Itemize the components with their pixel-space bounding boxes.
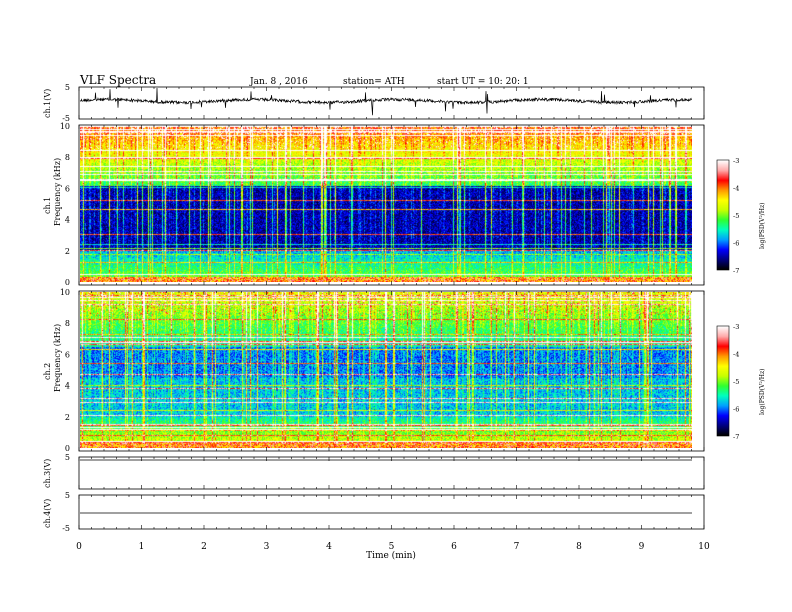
ch1-ytick-4: 4 (65, 216, 70, 225)
x-tick-1: 1 (139, 542, 145, 552)
ch2-ytick-10: 10 (60, 288, 70, 297)
ch1-channel-label: ch.1 (43, 197, 52, 214)
ch2-colorbar-frame (716, 325, 730, 437)
ch2-ytick-0: 0 (65, 444, 70, 453)
ch1-ytick-8: 8 (65, 153, 70, 162)
ch2-ytick-6: 6 (65, 350, 70, 359)
ch1-colorbar (717, 160, 729, 270)
ch1-cbar-tick-5: -5 (733, 212, 739, 220)
ch1-ytick-10: 10 (60, 122, 70, 131)
figure-title: VLF Spectra (79, 73, 156, 87)
ch1-frequency-ylabel: Frequency (kHz) (53, 158, 62, 226)
ch1-spectrogram-panel: 0 2 4 6 8 10 ch.1 Frequency (kHz) -3 -4 … (43, 122, 766, 287)
ch3-ytick-top: 5 (65, 453, 70, 462)
x-tick-9: 9 (639, 542, 645, 552)
ch1-ytick-2: 2 (65, 247, 70, 256)
ch1-cbar-tick-7: -7 (733, 267, 739, 275)
ch2-colorbar-label: log(PSD(V²/Hz) (759, 368, 766, 415)
start-time-label: start UT = 10: 20: 1 (437, 77, 529, 87)
x-tick-8: 8 (576, 542, 582, 552)
ch4-waveform-frame (78, 494, 705, 530)
ch1-ytick-bottom: -5 (62, 114, 70, 123)
ch1-colorbar-frame (716, 159, 730, 271)
ch1-waveform-line (79, 87, 692, 116)
ch2-cbar-tick-5: -5 (733, 378, 739, 386)
ch1-ytick-top: 5 (65, 83, 70, 92)
x-tick-10: 10 (698, 542, 710, 552)
ch1-cbar-tick-3: -3 (733, 157, 739, 165)
ch2-frequency-ylabel: Frequency (kHz) (53, 324, 62, 392)
ch1-spectrogram-heatmap (80, 126, 692, 282)
ch1-colorbar-label: log(PSD(V²/Hz) (759, 202, 766, 249)
ch1-ytick-6: 6 (65, 184, 70, 193)
date-label: Jan. 8 , 2016 (249, 77, 308, 87)
x-tick-4: 4 (326, 542, 332, 552)
station-label: station= ATH (343, 77, 405, 87)
x-tick-5: 5 (389, 542, 395, 552)
ch4-ytick-top: 5 (65, 491, 70, 500)
x-tick-0: 0 (76, 542, 82, 552)
x-tick-2: 2 (201, 542, 207, 552)
time-tick-marks (78, 87, 705, 529)
ch3-waveform-panel: 5 ch.3(V) (43, 453, 705, 490)
ch1-waveform-panel: 5 -5 ch.1(V) (43, 83, 705, 123)
ch1-cbar-tick-6: -6 (733, 240, 739, 248)
ch3-waveform-frame (78, 456, 705, 490)
ch2-ytick-4: 4 (65, 382, 70, 391)
x-tick-7: 7 (514, 542, 520, 552)
ch2-colorbar (717, 326, 729, 436)
ch2-ytick-2: 2 (65, 413, 70, 422)
ch1-waveform-ylabel: ch.1(V) (43, 89, 52, 118)
ch3-waveform-ylabel: ch.3(V) (43, 459, 52, 488)
ch4-ytick-bottom: -5 (62, 524, 70, 533)
ch2-cbar-tick-6: -6 (733, 406, 739, 414)
ch2-cbar-tick-7: -7 (733, 433, 739, 441)
ch2-ytick-8: 8 (65, 319, 70, 328)
x-axis-label: Time (min) (366, 550, 416, 561)
ch2-cbar-tick-4: -4 (733, 351, 739, 359)
ch4-waveform-ylabel: ch.4(V) (43, 499, 52, 528)
x-axis-tick-labels: 0 1 2 3 4 5 6 7 8 9 10 (76, 542, 710, 552)
ch2-spectrogram-panel: 0 2 4 6 8 10 ch.2 Frequency (kHz) -3 -4 … (43, 288, 766, 453)
ch1-waveform-frame (78, 86, 705, 120)
x-tick-3: 3 (264, 542, 270, 552)
ch2-yticks: 0 2 4 6 8 10 (60, 288, 70, 453)
ch1-yticks: 0 2 4 6 8 10 (60, 122, 70, 287)
ch2-spectrogram-heatmap (80, 292, 692, 448)
ch1-cbar-tick-4: -4 (733, 185, 739, 193)
ch4-waveform-panel: 5 -5 ch.4(V) (43, 491, 705, 533)
ch2-channel-label: ch.2 (43, 363, 52, 380)
ch2-cbar-tick-3: -3 (733, 323, 739, 331)
ch1-ytick-0: 0 (65, 278, 70, 287)
x-tick-6: 6 (451, 542, 457, 552)
